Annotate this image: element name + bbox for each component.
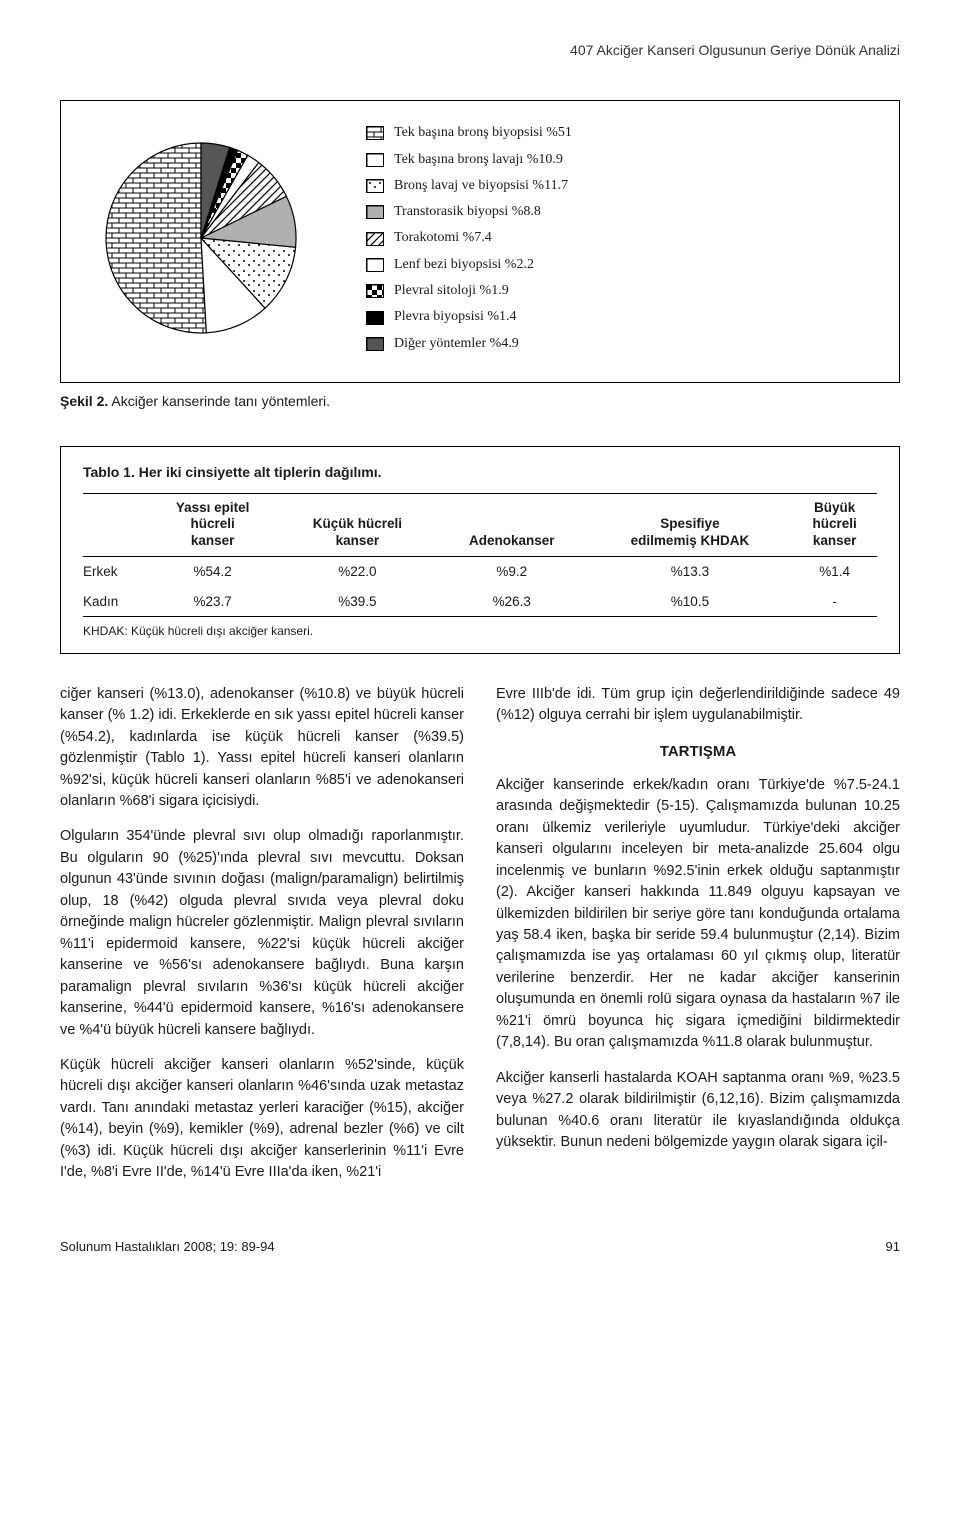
table-header: Küçük hücrelikanser: [279, 493, 436, 557]
running-header: 407 Akciğer Kanseri Olgusunun Geriye Dön…: [60, 40, 900, 60]
table-cell: %22.0: [279, 557, 436, 587]
legend-swatch: [366, 179, 384, 193]
table-1-box: Tablo 1. Her iki cinsiyette alt tiplerin…: [60, 446, 900, 653]
legend-label: Plevral sitoloji %1.9: [394, 281, 509, 301]
legend-label: Lenf bezi biyopsisi %2.2: [394, 255, 534, 275]
legend-label: Torakotomi %7.4: [394, 228, 492, 248]
table-cell: Kadın: [83, 587, 147, 617]
legend-label: Diğer yöntemler %4.9: [394, 334, 519, 354]
legend-swatch: [366, 126, 384, 140]
table-cell: %9.2: [436, 557, 587, 587]
legend-item: Lenf bezi biyopsisi %2.2: [366, 255, 869, 275]
journal-ref: Solunum Hastalıkları 2008; 19: 89-94: [60, 1238, 275, 1257]
table-header: Büyükhücrelikanser: [792, 493, 877, 557]
table-cell: %23.7: [147, 587, 279, 617]
table-cell: -: [792, 587, 877, 617]
legend-swatch: [366, 232, 384, 246]
legend-item: Plevral sitoloji %1.9: [366, 281, 869, 301]
table-row: Erkek%54.2%22.0%9.2%13.3%1.4: [83, 557, 877, 587]
legend-swatch: [366, 284, 384, 298]
legend-swatch: [366, 337, 384, 351]
legend-item: Plevra biyopsisi %1.4: [366, 307, 869, 327]
figure-text: Akciğer kanserinde tanı yöntemleri.: [111, 393, 330, 409]
legend-item: Tek başına bronş biyopsisi %51: [366, 123, 869, 143]
table-cell: %1.4: [792, 557, 877, 587]
legend-swatch: [366, 205, 384, 219]
table-title: Tablo 1. Her iki cinsiyette alt tiplerin…: [83, 462, 877, 482]
body-paragraph: Küçük hücreli akciğer kanseri olanların …: [60, 1055, 464, 1184]
right-column: Evre IIIb'de idi. Tüm grup için değerlen…: [496, 684, 900, 1198]
legend-swatch: [366, 153, 384, 167]
legend-swatch: [366, 258, 384, 272]
legend-label: Tek başına bronş lavajı %10.9: [394, 150, 563, 170]
table-cell: %54.2: [147, 557, 279, 587]
legend-label: Transtorasik biyopsi %8.8: [394, 202, 541, 222]
table-header: [83, 493, 147, 557]
figure-caption: Şekil 2. Akciğer kanserinde tanı yönteml…: [60, 391, 900, 411]
legend-label: Plevra biyopsisi %1.4: [394, 307, 517, 327]
figure-2-box: Tek başına bronş biyopsisi %51 Tek başına…: [60, 100, 900, 383]
body-columns: ciğer kanseri (%13.0), adenokanser (%10.…: [60, 684, 900, 1198]
legend-label: Tek başına bronş biyopsisi %51: [394, 123, 572, 143]
table-cell: %26.3: [436, 587, 587, 617]
table-header: Adenokanser: [436, 493, 587, 557]
table-footnote: KHDAK: Küçük hücreli dışı akciğer kanser…: [83, 623, 877, 640]
legend-item: Transtorasik biyopsi %8.8: [366, 202, 869, 222]
page-footer: Solunum Hastalıkları 2008; 19: 89-94 91: [60, 1238, 900, 1257]
right-intro-paragraph: Evre IIIb'de idi. Tüm grup için değerlen…: [496, 684, 900, 727]
table-header: Spesifiyeedilmemiş KHDAK: [588, 493, 793, 557]
table-cell: %10.5: [588, 587, 793, 617]
page-number: 91: [886, 1238, 900, 1257]
body-paragraph: Akciğer kanserinde erkek/kadın oranı Tür…: [496, 775, 900, 1054]
legend-swatch: [366, 311, 384, 325]
body-paragraph: Akciğer kanserli hastalarda KOAH saptanm…: [496, 1068, 900, 1154]
body-paragraph: Olguların 354'ünde plevral sıvı olup olm…: [60, 826, 464, 1041]
section-heading: TARTIŞMA: [496, 741, 900, 763]
pie-legend: Tek başına bronş biyopsisi %51 Tek başına…: [311, 123, 869, 360]
table-cell: Erkek: [83, 557, 147, 587]
table-header: Yassı epitelhücrelikanser: [147, 493, 279, 557]
legend-item: Tek başına bronş lavajı %10.9: [366, 150, 869, 170]
legend-item: Bronş lavaj ve biyopsisi %11.7: [366, 176, 869, 196]
body-paragraph: ciğer kanseri (%13.0), adenokanser (%10.…: [60, 684, 464, 813]
figure-label: Şekil 2.: [60, 393, 108, 409]
legend-item: Torakotomi %7.4: [366, 228, 869, 248]
pie-chart: [91, 128, 311, 355]
table-cell: %13.3: [588, 557, 793, 587]
left-column: ciğer kanseri (%13.0), adenokanser (%10.…: [60, 684, 464, 1198]
table-row: Kadın%23.7%39.5%26.3%10.5-: [83, 587, 877, 617]
legend-item: Diğer yöntemler %4.9: [366, 334, 869, 354]
legend-label: Bronş lavaj ve biyopsisi %11.7: [394, 176, 568, 196]
data-table: Yassı epitelhücrelikanserKüçük hücrelika…: [83, 493, 877, 618]
table-cell: %39.5: [279, 587, 436, 617]
